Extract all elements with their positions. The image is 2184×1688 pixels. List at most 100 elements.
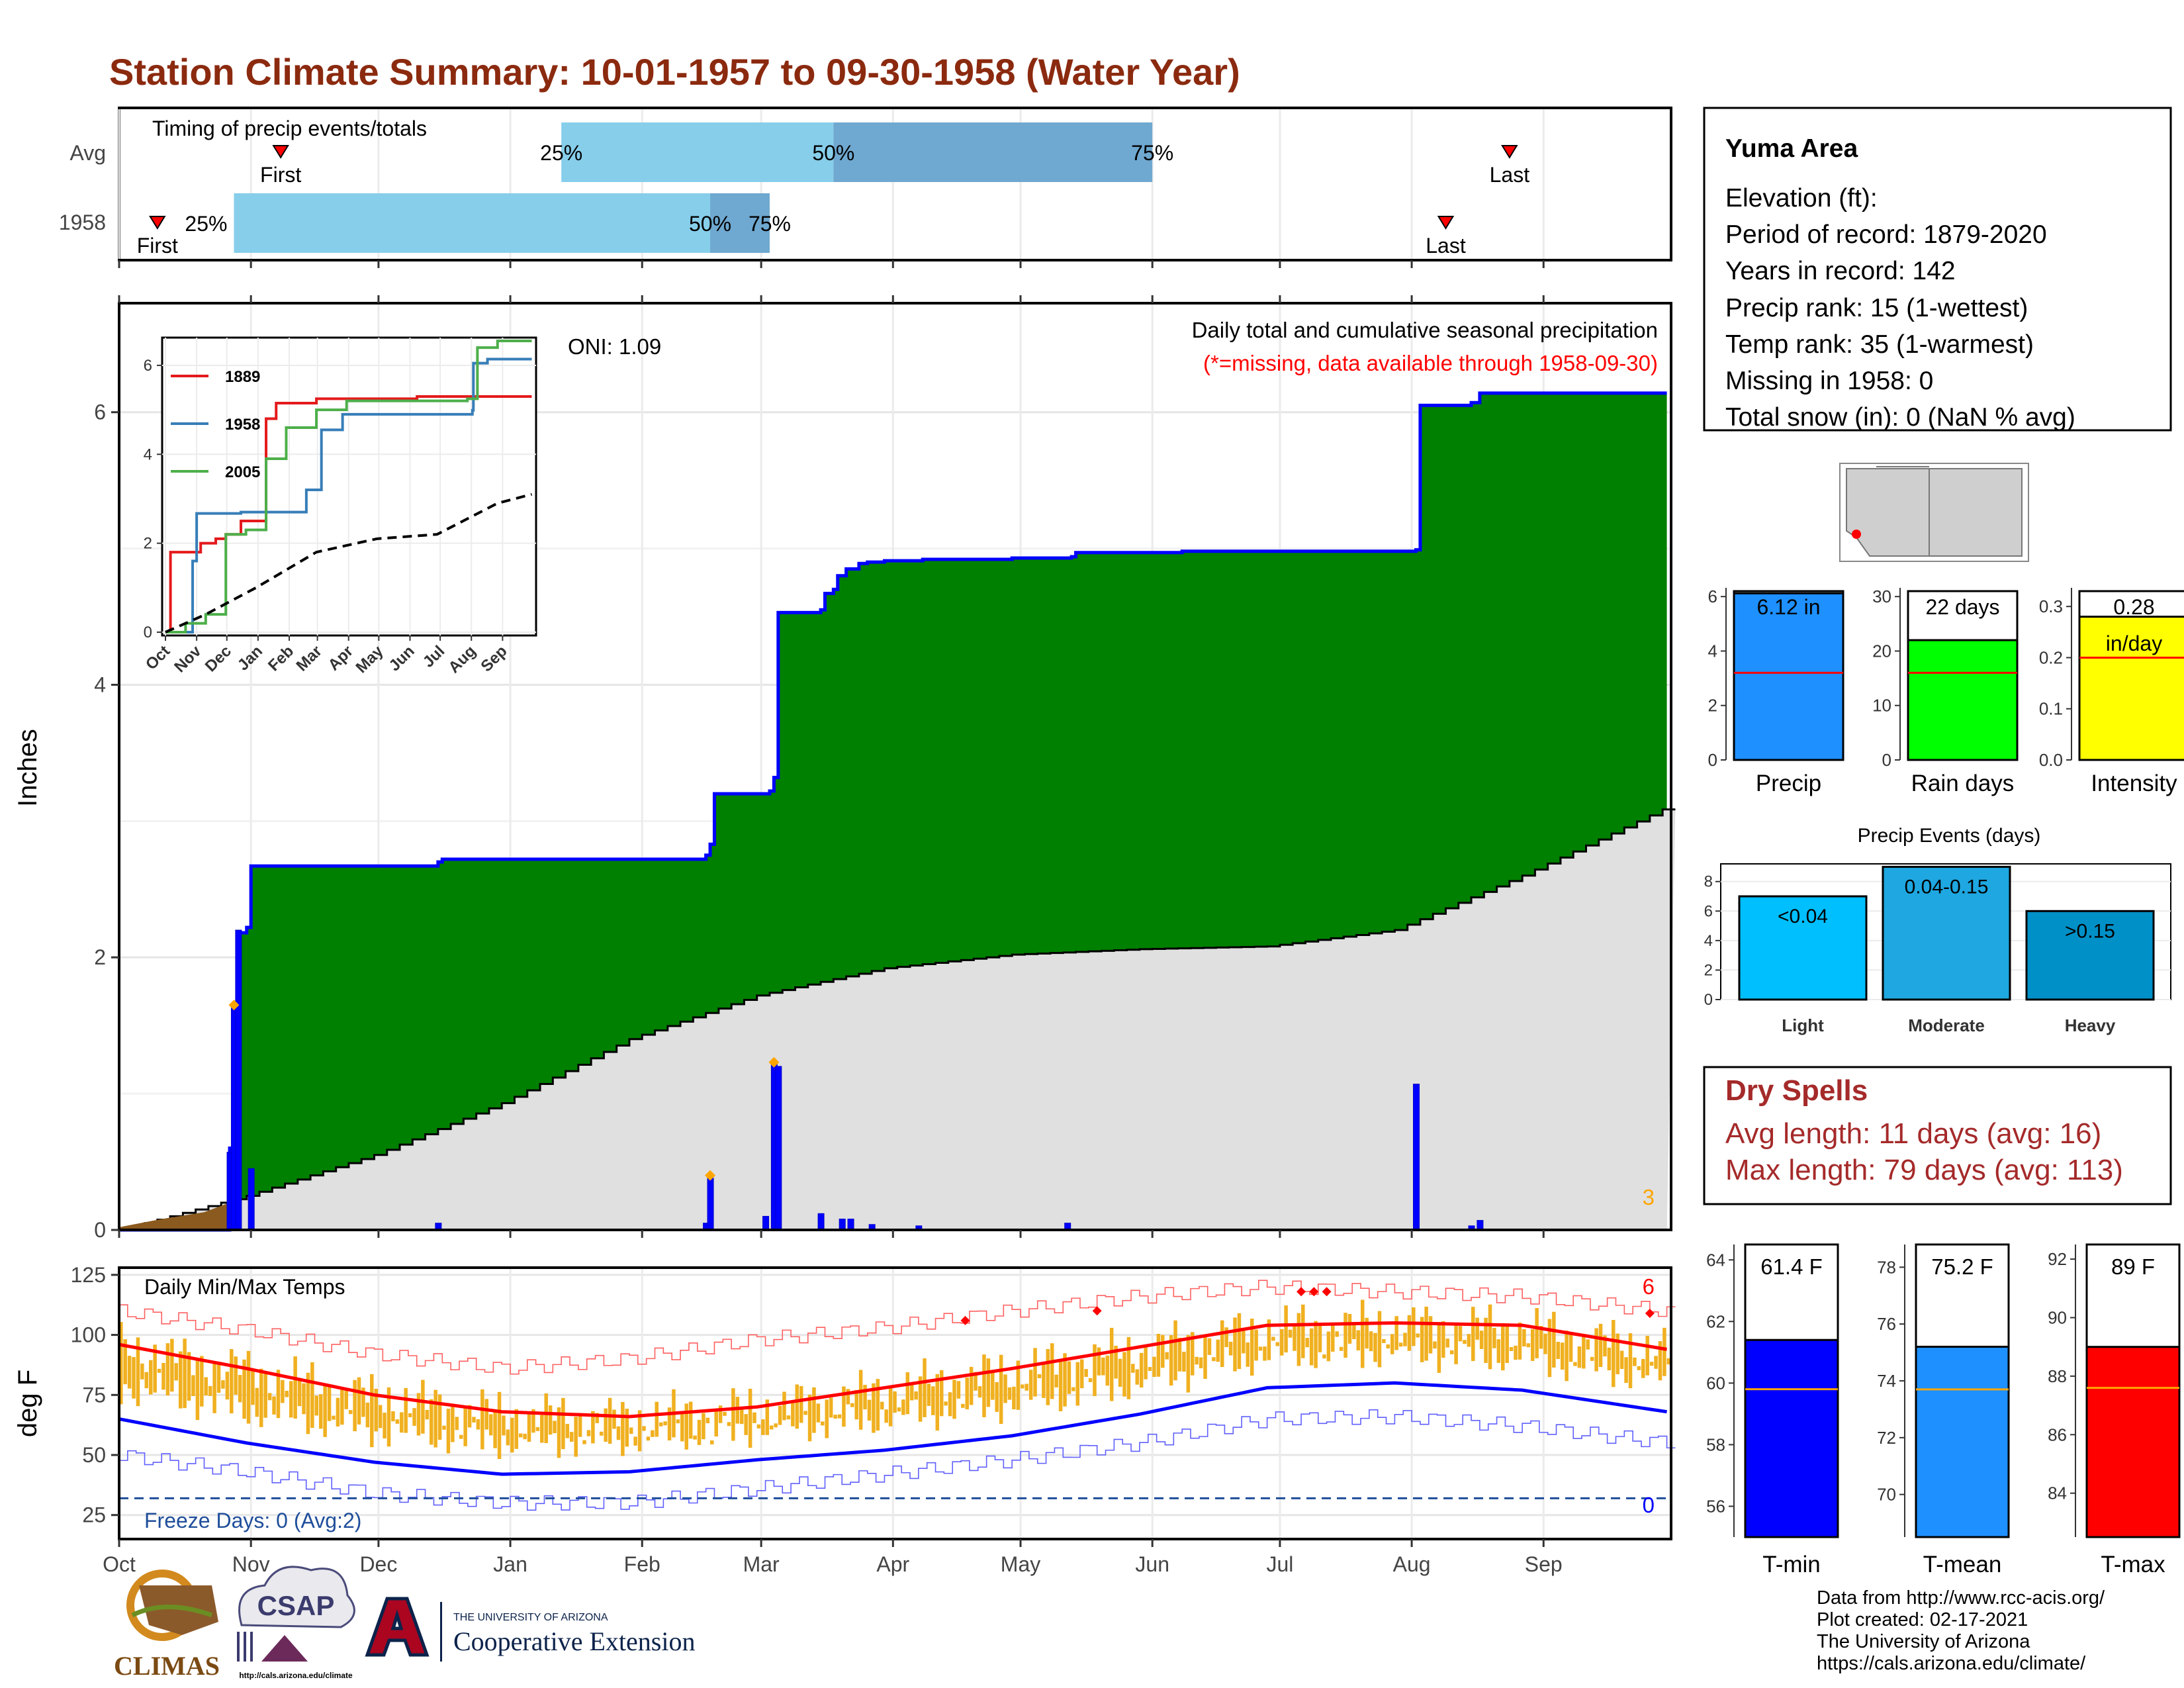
daily-temp-bar: [383, 1413, 387, 1438]
freeze-count: 0: [1643, 1493, 1655, 1517]
temp-summary-y-tick-label: 72: [1877, 1428, 1896, 1448]
daily-temp-bar: [1352, 1323, 1356, 1340]
daily-temp-bar: [991, 1372, 995, 1400]
precip-events-title: Precip Events (days): [1858, 825, 2041, 847]
summary-y-tick-label: 0: [1708, 750, 1717, 770]
daily-temp-bar: [400, 1412, 404, 1433]
daily-temp-bar: [1237, 1313, 1242, 1370]
daily-temp-bar: [1079, 1359, 1084, 1389]
daily-temp-bar: [1518, 1322, 1522, 1360]
timing-q25-label: 25%: [540, 141, 582, 165]
daily-temp-bar: [1565, 1331, 1569, 1382]
daily-temp-bar: [484, 1399, 489, 1430]
ua-logo: THE UNIVERSITY OF ARIZONA Cooperative Ex…: [365, 1597, 695, 1662]
daily-temp-bar: [876, 1379, 880, 1431]
precip-y-tick-label: 6: [94, 400, 106, 424]
daily-temp-bar: [132, 1357, 136, 1399]
daily-temp-bar: [1275, 1342, 1280, 1346]
daily-temp-bar: [807, 1394, 812, 1442]
daily-temp-bar: [1343, 1313, 1347, 1358]
timing-row-avg-label: Avg: [69, 141, 106, 165]
daily-temp-bar: [1024, 1383, 1028, 1391]
temp-summary-label: T-mean: [1923, 1552, 2002, 1577]
pre-season-deficit-area: [119, 1202, 230, 1230]
rain-icon: [237, 1632, 253, 1662]
daily-temp-bar: [637, 1410, 642, 1452]
daily-temp-bar: [323, 1385, 327, 1437]
daily-temp-bar: [761, 1419, 765, 1435]
daily-temp-bar: [1207, 1338, 1212, 1355]
daily-temp-bar: [391, 1411, 395, 1422]
temp-summary-bar: [1744, 1338, 1839, 1538]
daily-temp-bar: [693, 1435, 697, 1440]
daily-temp-bar: [1347, 1313, 1352, 1344]
credit-line: The University of Arizona: [1817, 1631, 2030, 1652]
daily-temp-bar: [1637, 1366, 1641, 1370]
daily-temp-bar: [1594, 1328, 1598, 1372]
daily-temp-bar: [510, 1417, 514, 1453]
daily-temp-bar: [488, 1414, 493, 1436]
daily-temp-bar: [591, 1411, 595, 1444]
credit-line: Data from http://www.rcc-acis.org/: [1817, 1587, 2105, 1609]
daily-temp-bar: [918, 1376, 923, 1422]
precip-y-tick-label: 0: [94, 1218, 106, 1242]
record-temp-marker: [1297, 1287, 1306, 1297]
summary-bar-value: 0.28: [2113, 595, 2154, 619]
daily-temp-bar: [412, 1408, 416, 1426]
daily-temp-bar: [1514, 1345, 1518, 1360]
daily-temp-bar: [565, 1424, 570, 1438]
mountain-icon: [261, 1635, 308, 1662]
daily-temp-bar: [178, 1351, 183, 1409]
events-bar-label: <0.04: [1778, 906, 1828, 927]
credits: Data from http://www.rcc-acis.org/ Plot …: [1817, 1587, 2105, 1674]
daily-temp-bar: [514, 1409, 518, 1449]
timing-q25-label: 25%: [185, 212, 227, 236]
daily-temp-bar: [518, 1433, 523, 1438]
dry-spells-title: Dry Spells: [1725, 1074, 1868, 1107]
daily-temp-bar: [680, 1413, 684, 1442]
daily-temp-bar: [1437, 1322, 1441, 1373]
temp-axes: 25 50 75 100 125 Oct Nov Dec Jan Feb Mar Apr May Jun J…: [71, 1263, 1563, 1576]
daily-temp-bar: [1309, 1328, 1314, 1366]
daily-temp-bar: [688, 1401, 693, 1439]
daily-temp-bar: [1530, 1329, 1535, 1361]
daily-temp-bar: [1288, 1329, 1293, 1338]
daily-temp-bar: [497, 1391, 502, 1460]
temp-summary-y-tick-label: 86: [2048, 1425, 2067, 1444]
daily-temp-bar: [1263, 1346, 1267, 1361]
daily-temp-bar: [123, 1339, 127, 1385]
timing-row-1958-label: 1958: [59, 211, 106, 234]
daily-temp-bar: [1033, 1348, 1037, 1397]
daily-temp-bar: [281, 1380, 285, 1403]
daily-temp-bar: [1582, 1334, 1586, 1369]
daily-temp-bar: [463, 1406, 467, 1446]
avg-max-temp-line: [118, 1321, 1667, 1419]
daily-temp-bar: [1560, 1342, 1565, 1370]
daily-temp-bar: [1335, 1331, 1339, 1337]
daily-temp-bar: [935, 1374, 940, 1431]
daily-temp-bar: [961, 1403, 965, 1408]
daily-temp-bar: [1654, 1356, 1658, 1369]
daily-temp-bar: [1250, 1318, 1254, 1376]
temp-summary-y-tick-label: 76: [1877, 1314, 1896, 1334]
daily-temp-bar: [1365, 1317, 1369, 1349]
daily-temp-bar: [1407, 1315, 1412, 1351]
station-line: Elevation (ft):: [1725, 184, 1878, 212]
daily-temp-bar: [863, 1385, 867, 1410]
daily-temp-bar: [872, 1383, 876, 1433]
daily-temp-bar: [1246, 1342, 1250, 1367]
temp-summary-y-tick-label: 64: [1706, 1250, 1725, 1270]
daily-temp-bar: [1326, 1331, 1331, 1362]
temp-panel-border: [118, 1266, 1672, 1540]
daily-temp-bar: [272, 1396, 276, 1415]
daily-temp-bar: [1054, 1374, 1058, 1387]
daily-temp-bar: [216, 1362, 221, 1393]
ua-small-text: THE UNIVERSITY OF ARIZONA: [453, 1612, 608, 1623]
events-y-tick-label: 8: [1704, 873, 1713, 891]
daily-temp-bar: [965, 1377, 970, 1409]
daily-temp-bar: [923, 1358, 927, 1417]
daily-temp-bar: [667, 1407, 672, 1441]
inset-legend-label: 1889: [225, 368, 260, 386]
daily-temp-bar: [1088, 1378, 1093, 1382]
